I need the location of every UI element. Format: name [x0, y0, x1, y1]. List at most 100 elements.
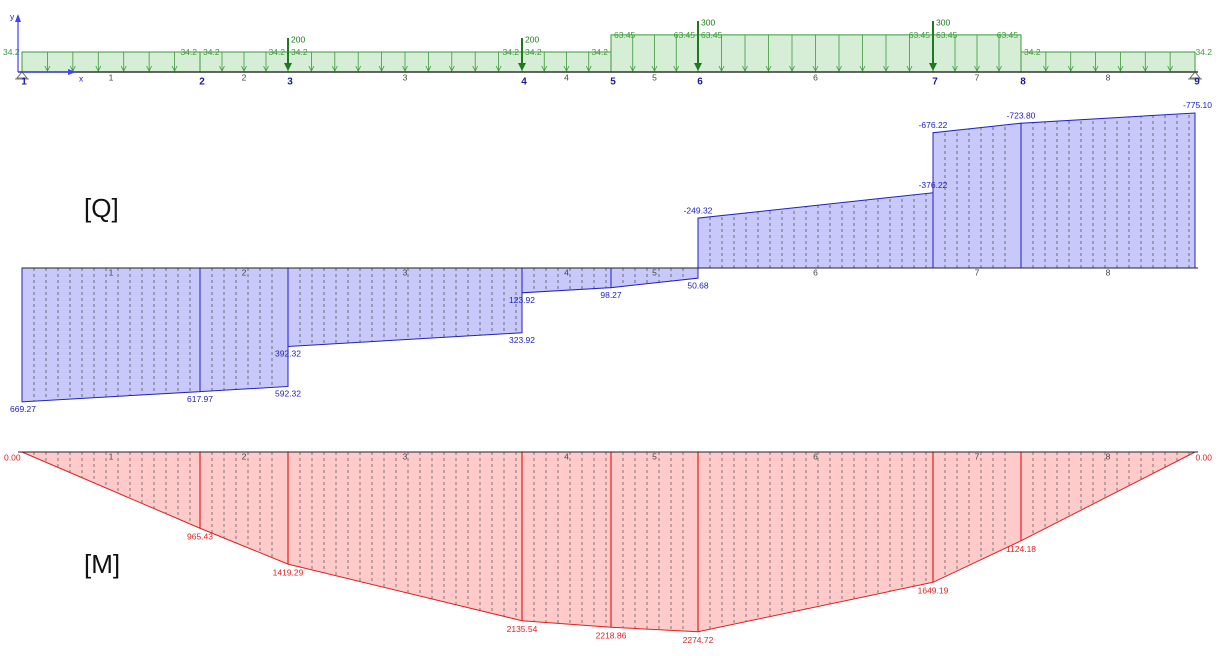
support: [16, 71, 28, 79]
element-label: 5: [652, 451, 657, 461]
element-label: 4: [564, 72, 569, 82]
load-label: 63.45: [997, 30, 1019, 40]
load-arrow-head: [402, 65, 408, 72]
element-label: 3: [403, 267, 408, 277]
shear-area: [287, 267, 523, 347]
shear-value: 617.97: [187, 394, 213, 404]
load-arrow-head: [673, 65, 680, 72]
shear-value: 50.68: [687, 280, 709, 290]
shear-value: -723.80: [1007, 110, 1036, 120]
point-load-head: [518, 63, 526, 71]
element-label: 7: [975, 72, 980, 82]
load-arrow-head: [425, 65, 432, 72]
node-label: 8: [1020, 77, 1026, 88]
shear-title: [Q]: [84, 193, 119, 223]
element-label: 6: [813, 451, 818, 461]
load-arrow-head: [146, 65, 153, 72]
point-load-label: 300: [936, 17, 950, 27]
node-label: 3: [287, 77, 293, 88]
load-label: 63.45: [674, 30, 696, 40]
load-arrow-head: [541, 65, 548, 72]
element-label: 7: [975, 451, 980, 461]
shear-value: 669.27: [10, 404, 36, 414]
load-arrow-head: [95, 65, 102, 72]
load-arrow-head: [44, 65, 51, 72]
load-arrow-head: [241, 65, 247, 72]
load-arrow-head: [742, 65, 748, 72]
element-label: 7: [975, 267, 980, 277]
moment-value: 0.00: [4, 452, 21, 462]
moment-title: [M]: [84, 549, 120, 579]
point-load-label: 200: [525, 34, 539, 44]
element-label: 2: [242, 267, 247, 277]
moment-value: 2135.54: [507, 624, 538, 634]
load-arrow-head: [789, 65, 795, 72]
load-arrow-head: [495, 65, 502, 72]
shear-value: 592.32: [275, 389, 301, 399]
moment-value: 2218.86: [596, 631, 627, 641]
moment-value: 1124.18: [1006, 544, 1036, 554]
shear-area: [1020, 112, 1196, 269]
point-load-label: 200: [291, 34, 305, 44]
shear-value: 392.32: [275, 349, 301, 359]
element-label: 6: [813, 72, 818, 82]
point-load-head: [694, 63, 702, 71]
shear-area: [932, 122, 1022, 269]
load-arrow-head: [1167, 65, 1174, 72]
point-load-head: [284, 63, 292, 71]
node-label: 2: [199, 77, 205, 88]
node-label: 1: [21, 77, 27, 88]
load-arrow-head: [812, 65, 819, 72]
load-label: 34.2: [3, 47, 20, 57]
load-arrow-head: [263, 65, 269, 72]
load-arrow-head: [219, 65, 225, 72]
load-arrow-head: [171, 65, 178, 72]
load-arrow-head: [331, 65, 338, 72]
load-label: 34.2: [268, 47, 285, 57]
load-arrow-head: [585, 65, 592, 72]
shear-value: -249.32: [684, 205, 713, 215]
load-arrow-head: [974, 65, 980, 72]
shear-value: 123.92: [509, 295, 535, 305]
load-arrow-head: [472, 65, 479, 72]
load-arrow-head: [718, 65, 725, 72]
moment-value: 0.00: [1195, 452, 1212, 462]
element-label: 8: [1106, 72, 1111, 82]
load-arrow-head: [883, 65, 889, 72]
element-label: 2: [242, 451, 247, 461]
moment-value: 1419.29: [273, 567, 304, 577]
support: [1189, 71, 1201, 79]
load-arrow-head: [355, 65, 362, 72]
element-label: 8: [1106, 267, 1111, 277]
element-label: 5: [652, 267, 657, 277]
shear-area: [21, 267, 201, 403]
shear-value: -376.22: [919, 180, 948, 190]
element-label: 3: [403, 72, 408, 82]
element-label: 4: [564, 451, 569, 461]
load-arrow-head: [765, 65, 772, 72]
x-axis-label: x: [79, 73, 84, 83]
element-label: 3: [403, 451, 408, 461]
element-label: 6: [813, 267, 818, 277]
point-load-head: [929, 63, 937, 71]
load-arrow-head: [448, 65, 455, 72]
load-label: 63.45: [701, 30, 723, 40]
load-label: 34.2: [291, 47, 308, 57]
node-label: 4: [521, 77, 527, 88]
load-label: 34.2: [591, 47, 608, 57]
load-arrow-head: [952, 65, 958, 72]
node-label: 7: [932, 77, 938, 88]
node-label: 5: [610, 77, 616, 88]
load-arrow-head: [651, 65, 658, 72]
load-label: 34.2: [1195, 47, 1212, 57]
shear-value: 98.27: [600, 290, 622, 300]
load-arrow-head: [1142, 65, 1149, 72]
element-label: 4: [564, 267, 569, 277]
load-arrow-head: [629, 65, 636, 72]
load-label: 63.45: [909, 30, 931, 40]
load-label: 34.2: [1024, 47, 1041, 57]
load-arrow-head: [906, 65, 913, 72]
load-arrow-head: [836, 65, 842, 72]
